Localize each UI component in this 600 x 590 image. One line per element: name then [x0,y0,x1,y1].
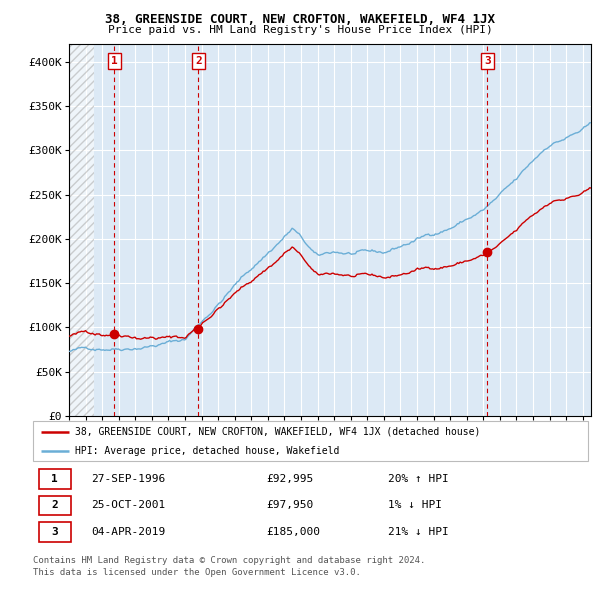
Text: 1% ↓ HPI: 1% ↓ HPI [388,500,442,510]
Text: 27-SEP-1996: 27-SEP-1996 [91,474,166,484]
Text: £97,950: £97,950 [266,500,313,510]
Text: 3: 3 [51,527,58,537]
FancyBboxPatch shape [38,522,71,542]
FancyBboxPatch shape [38,469,71,489]
Text: HPI: Average price, detached house, Wakefield: HPI: Average price, detached house, Wake… [74,446,339,456]
Text: Price paid vs. HM Land Registry's House Price Index (HPI): Price paid vs. HM Land Registry's House … [107,25,493,35]
Text: Contains HM Land Registry data © Crown copyright and database right 2024.: Contains HM Land Registry data © Crown c… [33,556,425,565]
Text: £92,995: £92,995 [266,474,313,484]
Text: 2: 2 [195,56,202,66]
Text: 38, GREENSIDE COURT, NEW CROFTON, WAKEFIELD, WF4 1JX (detached house): 38, GREENSIDE COURT, NEW CROFTON, WAKEFI… [74,427,480,437]
Text: This data is licensed under the Open Government Licence v3.0.: This data is licensed under the Open Gov… [33,568,361,576]
Text: 1: 1 [111,56,118,66]
Text: 3: 3 [484,56,491,66]
Text: 21% ↓ HPI: 21% ↓ HPI [388,527,449,537]
FancyBboxPatch shape [33,421,588,461]
Bar [69,44,94,416]
Text: 04-APR-2019: 04-APR-2019 [91,527,166,537]
Text: £185,000: £185,000 [266,527,320,537]
Text: 20% ↑ HPI: 20% ↑ HPI [388,474,449,484]
Text: 1: 1 [51,474,58,484]
Text: 38, GREENSIDE COURT, NEW CROFTON, WAKEFIELD, WF4 1JX: 38, GREENSIDE COURT, NEW CROFTON, WAKEFI… [105,13,495,26]
Text: 2: 2 [51,500,58,510]
FancyBboxPatch shape [38,496,71,515]
Text: 25-OCT-2001: 25-OCT-2001 [91,500,166,510]
